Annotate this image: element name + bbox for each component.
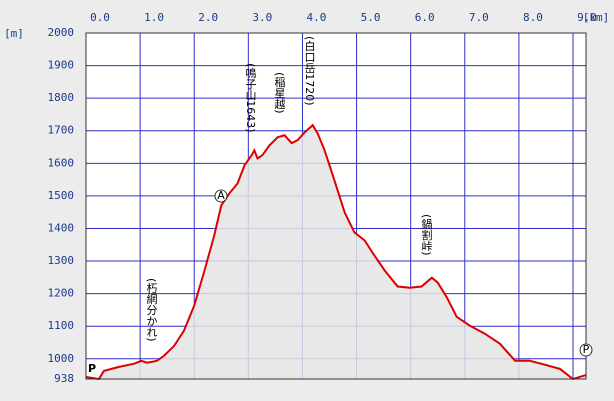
annotation-circle (579, 343, 593, 357)
x-tick-label: 6.0 (415, 11, 435, 24)
x-tick-label: 1.0 (144, 11, 164, 24)
line (85, 123, 587, 381)
y-tick-label: 2000 (48, 26, 75, 39)
annotation: (白口岳1720) (303, 36, 316, 106)
x-tick-label: 4.0 (307, 11, 327, 24)
y-tick-label: 1100 (48, 319, 75, 332)
y-tick-label: 1500 (48, 189, 75, 202)
x-tick-label: 2.0 (198, 11, 218, 24)
y-unit: [m] (4, 27, 24, 40)
y-tick-label: 1900 (48, 59, 75, 72)
area (86, 125, 586, 379)
x-tick-label: 5.0 (361, 11, 381, 24)
x-tick-label: 8.0 (523, 11, 543, 24)
y-tick-label: 1800 (48, 91, 75, 104)
y-tick-label: 1400 (48, 221, 75, 234)
y-tick-label: 1000 (48, 352, 75, 365)
x-tick-label: 3.0 (252, 11, 272, 24)
x-tick-label: 7.0 (469, 11, 489, 24)
annotation: (朽網分かれ) (145, 278, 158, 342)
x-tick-label: 9.0 (577, 11, 597, 24)
annotation: (稲星越) (273, 72, 286, 114)
y-tick-label: 1200 (48, 287, 75, 300)
y-tick-label: 1600 (48, 156, 75, 169)
x-unit: [km] (583, 11, 610, 24)
annotation: A (217, 189, 225, 202)
y-tick-label: 1700 (48, 124, 75, 137)
y-tick-label: 938 (54, 372, 74, 385)
x-tick-label: 0.0 (90, 11, 110, 24)
annotation: P (583, 343, 590, 356)
annotation: (鍋割峠) (420, 214, 433, 256)
annotation: (鳴子山1643) (244, 63, 257, 133)
y-tick-label: 1300 (48, 254, 75, 267)
annotation-circle (214, 189, 228, 203)
annotation: P (88, 362, 96, 375)
plot-border (85, 32, 587, 380)
